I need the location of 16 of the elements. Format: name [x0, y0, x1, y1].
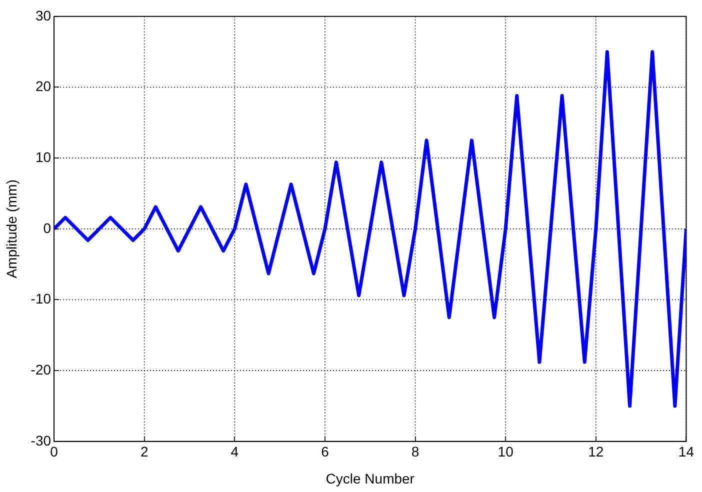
x-tick-label: 2 — [140, 444, 148, 460]
y-tick-label: -10 — [30, 290, 52, 307]
y-axis-title: Amplitude (mm) — [3, 180, 20, 278]
x-tick-label: 6 — [321, 444, 330, 460]
x-tick-label: 10 — [498, 444, 514, 460]
y-tick-label: 0 — [43, 220, 52, 236]
x-tick-label: 4 — [230, 444, 239, 460]
x-tick-label: 8 — [411, 444, 420, 460]
x-tick-label: 14 — [678, 444, 694, 460]
x-axis-title: Cycle Number — [326, 470, 415, 486]
x-tick-label: 12 — [588, 444, 604, 460]
y-tick-label: 30 — [35, 7, 52, 24]
y-tick-label: -20 — [30, 361, 52, 378]
y-tick-label: 10 — [35, 148, 52, 165]
y-tick-label: 20 — [35, 78, 52, 94]
y-tick-label: -30 — [30, 432, 52, 448]
